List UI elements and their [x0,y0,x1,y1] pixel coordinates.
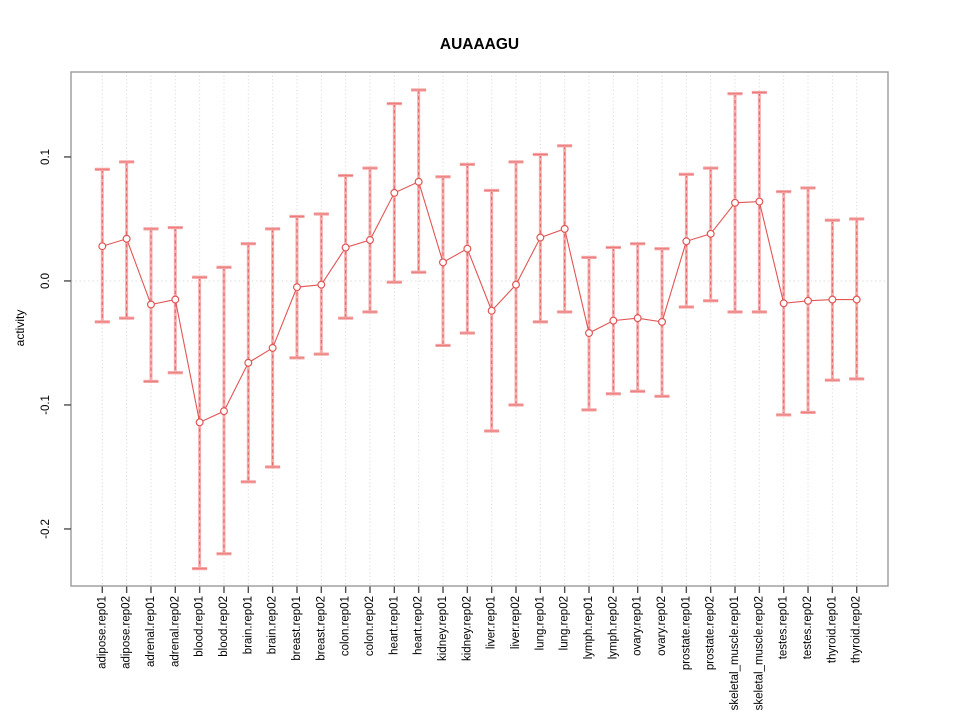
data-point-marker [146,300,155,309]
data-point-marker [731,198,740,207]
x-tick-label: ovary.rep01 [632,596,644,656]
y-tick-label: -0.2 [40,519,52,539]
data-point-marker [438,258,447,267]
x-tick-label: lung.rep02 [559,596,571,650]
y-tick-label: 0.0 [40,273,52,289]
data-point-marker [292,283,301,292]
x-tick-label: prostate.rep02 [705,596,717,670]
x-tick-label: kidney.rep02 [461,596,473,661]
x-tick-label: adrenal.rep01 [145,596,157,667]
series-layer [98,177,861,427]
y-tick-label: 0.1 [40,149,52,165]
x-tick-label: brain.rep01 [242,596,254,654]
y-axis-label: activity [13,310,27,347]
data-point-marker [633,314,642,323]
x-tick-label: thyroid.rep01 [826,596,838,663]
data-point-marker [195,418,204,427]
x-tick-label: testes.rep01 [778,596,790,659]
x-tick-label: heart.rep01 [388,596,400,655]
x-tick-label: lymph.rep02 [607,596,619,659]
x-tick-label: adrenal.rep02 [169,596,181,667]
data-point-marker [414,177,423,186]
x-tick-label: brain.rep02 [267,596,279,654]
x-tick-label: ovary.rep02 [656,596,668,656]
data-point-marker [365,236,374,245]
data-point-marker [268,343,277,352]
data-point-marker [560,224,569,233]
data-point-marker [341,243,350,252]
grid-layer [71,72,888,586]
data-point-marker [98,242,107,251]
x-tick-label: kidney.rep01 [437,596,449,661]
data-point-marker [658,317,667,326]
x-tick-label: blood.rep01 [194,596,206,657]
data-point-marker [852,295,861,304]
data-point-marker [487,306,496,315]
data-point-marker [244,358,253,367]
data-point-marker [463,244,472,253]
data-point-marker [755,197,764,206]
x-tick-label: blood.rep02 [218,596,230,657]
axes-layer: adipose.rep01 adipose.rep02 adrenal.rep01 a… [40,71,889,710]
data-point-marker [804,296,813,305]
x-tick-label: thyroid.rep02 [851,596,863,663]
data-point-marker [706,229,715,238]
data-point-marker [828,295,837,304]
x-tick-label: skeletal_muscle.rep01 [729,596,741,710]
x-tick-label: breast.rep02 [315,596,327,661]
x-tick-label: heart.rep02 [413,596,425,655]
data-point-marker [171,295,180,304]
x-tick-label: lung.rep01 [534,596,546,650]
x-tick-label: skeletal_muscle.rep02 [753,596,765,710]
data-point-marker [512,280,521,289]
plot-frame [70,71,889,587]
x-tick-label: adipose.rep02 [121,596,133,669]
y-tick-label: -0.1 [40,395,52,415]
x-tick-label: liver.rep02 [510,596,522,649]
data-point-marker [536,233,545,242]
chart-title: AUAAAGU [440,36,519,53]
x-tick-label: breast.rep01 [291,596,303,661]
data-point-marker [390,188,399,197]
x-tick-label: prostate.rep01 [680,596,692,670]
series-line [102,180,857,424]
x-tick-label: adipose.rep01 [96,596,108,669]
data-point-marker [219,407,228,416]
x-tick-label: colon.rep01 [340,596,352,656]
data-point-marker [122,234,131,243]
error-bar-layer [94,88,865,571]
x-tick-label: colon.rep02 [364,596,376,656]
data-point-marker [317,280,326,289]
data-point-marker [585,329,594,338]
x-tick-label: lymph.rep01 [583,596,595,659]
data-point-marker [682,237,691,246]
x-tick-label: liver.rep01 [486,596,498,649]
data-point-marker [609,316,618,325]
data-point-marker [779,299,788,308]
x-tick-label: testes.rep02 [802,596,814,659]
